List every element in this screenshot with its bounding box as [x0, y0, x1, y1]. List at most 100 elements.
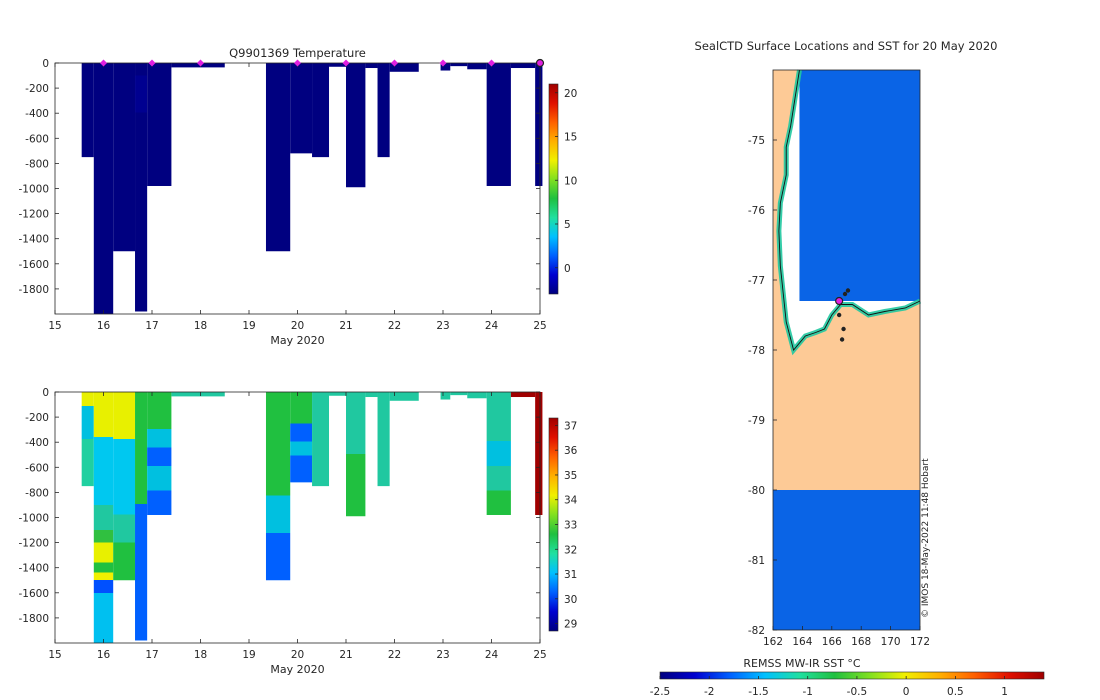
profile-bar [467, 392, 487, 399]
x-tick-label: 15 [48, 649, 61, 661]
profile-bar [113, 63, 136, 252]
x-tick-label: 22 [388, 320, 401, 332]
colorbar-tick-label: 10 [564, 175, 577, 187]
colorbar-tick-label: 20 [564, 88, 577, 100]
profile-bar [265, 392, 291, 581]
colorbar-tick-label: -0.5 [847, 686, 868, 698]
y-tick-label: -1200 [18, 538, 49, 550]
colorbar-tick-label: -1.5 [748, 686, 769, 698]
y-tick-label: -200 [25, 412, 49, 424]
x-tick-label: 18 [194, 649, 207, 661]
profile-bar [377, 63, 390, 158]
y-tick-label: -1400 [18, 234, 49, 246]
colorbar-tick-label: -2.5 [650, 686, 671, 698]
x-tick-label: 23 [436, 320, 449, 332]
x-tick-label: 20 [291, 320, 304, 332]
profile-bar [389, 63, 419, 72]
x-axis-label: May 2020 [270, 663, 324, 676]
profile-bar [93, 392, 114, 643]
colorbar-label: REMSS MW-IR SST °C [743, 657, 861, 670]
profile-bar [510, 392, 536, 398]
colorbar-tick-label: 36 [564, 445, 578, 457]
x-tick-label: 24 [485, 320, 499, 332]
colorbar-tick-label: -2 [704, 686, 714, 698]
profile-bar [535, 63, 543, 186]
surface-marker [294, 59, 301, 67]
x-tick-label: 24 [485, 649, 499, 661]
y-tick-label: -1600 [18, 588, 49, 600]
profile-bar [113, 392, 136, 581]
profile-bar [329, 63, 346, 67]
y-tick-label: -800 [25, 487, 49, 499]
y-tick-label: -1000 [18, 184, 49, 196]
profile-bar [346, 392, 366, 517]
x-tick-label: 19 [242, 649, 255, 661]
x-tick-label: 25 [533, 649, 546, 661]
profile-bar [81, 63, 94, 158]
x-tick-label: 21 [339, 649, 352, 661]
track-point [839, 337, 845, 342]
profile-bar [440, 392, 451, 400]
y-tick-label: 0 [42, 58, 49, 70]
profile-bar [290, 392, 313, 483]
x-tick-label: 19 [242, 320, 255, 332]
panel-title: Q9901369 Temperature [229, 46, 366, 60]
x-tick-label: 21 [339, 320, 352, 332]
temperature-panel: 15 16 17 18 19 20 21 22 23 24 25 0 -200 -400 -600 -800 -… [18, 46, 577, 347]
timestamp-label: © IMOS 18-May-2022 11:48 Hobart [921, 458, 931, 618]
colorbar-tick-label: 0.5 [947, 686, 964, 698]
track-point [841, 326, 846, 332]
x-tick-label: 15 [48, 320, 61, 332]
colorbar-tick-label: 37 [564, 420, 577, 432]
sst-map-panel: 162 164 166 168 170 172 -75 -76 -77 -78 -79 -80 -81 -… [650, 69, 1045, 698]
profile-bar [81, 392, 94, 487]
y-tick-label: -1400 [18, 563, 49, 575]
x-tick-label: 168 [851, 636, 871, 648]
x-tick-label: 25 [533, 320, 546, 332]
x-tick-label: 16 [97, 649, 111, 661]
profile-bar [346, 63, 366, 188]
y-tick-label: -75 [748, 135, 765, 147]
y-tick-label: -81 [748, 555, 765, 567]
track-point [836, 312, 842, 318]
colorbar-tick-label: 33 [564, 520, 577, 532]
x-tick-label: 23 [436, 649, 449, 661]
profile-bar [312, 63, 330, 158]
x-tick-label: 166 [822, 636, 842, 648]
surface-marker [148, 59, 156, 67]
y-tick-label: -400 [25, 437, 49, 449]
profile-bar [467, 63, 487, 70]
profile-bar [510, 63, 536, 69]
profile-bar [171, 392, 225, 397]
y-tick-label: -800 [25, 158, 49, 170]
y-tick-label: 0 [42, 387, 49, 399]
y-tick-label: -76 [748, 205, 765, 217]
y-tick-label: -1000 [18, 513, 49, 525]
surface-marker [439, 59, 447, 67]
profile-bar [389, 392, 419, 401]
y-tick-label: -77 [748, 275, 765, 287]
x-tick-label: 22 [388, 649, 401, 661]
profile-bar [290, 63, 313, 154]
y-tick-label: -78 [748, 345, 765, 357]
profile-bar [147, 392, 172, 515]
x-tick-label: 17 [145, 649, 158, 661]
profile-bar [450, 392, 468, 396]
x-axis-label: May 2020 [270, 334, 324, 347]
profile-bar [135, 63, 148, 312]
x-tick-label: 164 [792, 636, 812, 648]
colorbar-tick-label: 31 [564, 569, 577, 581]
y-tick-label: -1200 [18, 209, 49, 221]
y-tick-label: -80 [748, 485, 765, 497]
surface-marker [197, 59, 204, 67]
profile-bar [365, 63, 378, 69]
x-tick-label: 18 [194, 320, 207, 332]
track-point [845, 288, 851, 293]
profile-bar [486, 392, 511, 515]
colorbar-tick-label: 5 [564, 219, 571, 231]
surface-marker [100, 59, 107, 67]
profile-bar [365, 392, 378, 398]
y-tick-label: -600 [25, 133, 49, 145]
y-tick-label: -400 [25, 108, 49, 120]
